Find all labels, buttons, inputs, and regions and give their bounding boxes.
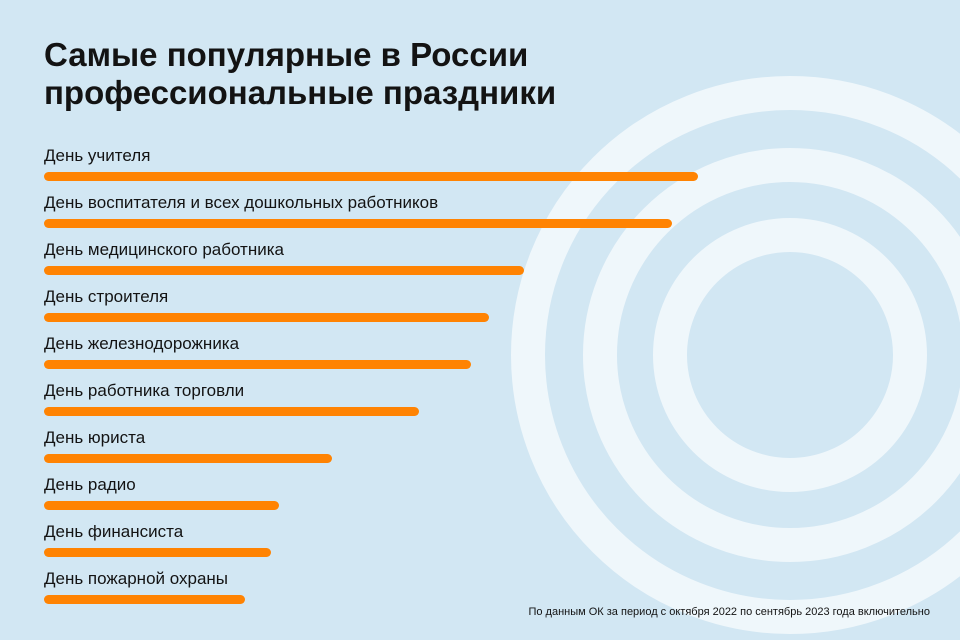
bar-fill xyxy=(44,454,332,463)
bar-chart: День учителя День воспитателя и всех дошк… xyxy=(44,146,916,604)
bar-row: День радио xyxy=(44,475,916,510)
bar-label: День пожарной охраны xyxy=(44,569,916,589)
bar-track xyxy=(44,172,916,181)
bar-row: День пожарной охраны xyxy=(44,569,916,604)
bar-label: День радио xyxy=(44,475,916,495)
footer-source: По данным ОК за период с октября 2022 по… xyxy=(528,606,930,618)
bar-track xyxy=(44,454,916,463)
bar-label: День железнодорожника xyxy=(44,334,916,354)
bar-label: День учителя xyxy=(44,146,916,166)
bar-row: День учителя xyxy=(44,146,916,181)
bar-fill xyxy=(44,313,489,322)
bar-label: День юриста xyxy=(44,428,916,448)
bar-track xyxy=(44,360,916,369)
bar-row: День воспитателя и всех дошкольных работ… xyxy=(44,193,916,228)
bar-fill xyxy=(44,219,672,228)
bar-label: День воспитателя и всех дошкольных работ… xyxy=(44,193,916,213)
bar-fill xyxy=(44,501,279,510)
bar-row: День железнодорожника xyxy=(44,334,916,369)
bar-row: День юриста xyxy=(44,428,916,463)
bar-row: День строителя xyxy=(44,287,916,322)
bar-row: День медицинского работника xyxy=(44,240,916,275)
bar-track xyxy=(44,219,916,228)
chart-title: Самые популярные в России профессиональн… xyxy=(44,36,916,112)
bar-row: День финансиста xyxy=(44,522,916,557)
bar-track xyxy=(44,407,916,416)
bar-label: День строителя xyxy=(44,287,916,307)
bar-row: День работника торговли xyxy=(44,381,916,416)
bar-fill xyxy=(44,360,471,369)
bar-fill xyxy=(44,266,524,275)
infographic-canvas: Самые популярные в России профессиональн… xyxy=(0,0,960,640)
bar-track xyxy=(44,266,916,275)
title-line-2: профессиональные праздники xyxy=(44,74,556,111)
title-line-1: Самые популярные в России xyxy=(44,36,528,73)
bar-fill xyxy=(44,548,271,557)
bar-label: День финансиста xyxy=(44,522,916,542)
bar-fill xyxy=(44,407,419,416)
bar-track xyxy=(44,313,916,322)
bar-label: День медицинского работника xyxy=(44,240,916,260)
bar-track xyxy=(44,595,916,604)
bar-fill xyxy=(44,595,245,604)
bar-fill xyxy=(44,172,698,181)
bar-track xyxy=(44,501,916,510)
bar-label: День работника торговли xyxy=(44,381,916,401)
bar-track xyxy=(44,548,916,557)
